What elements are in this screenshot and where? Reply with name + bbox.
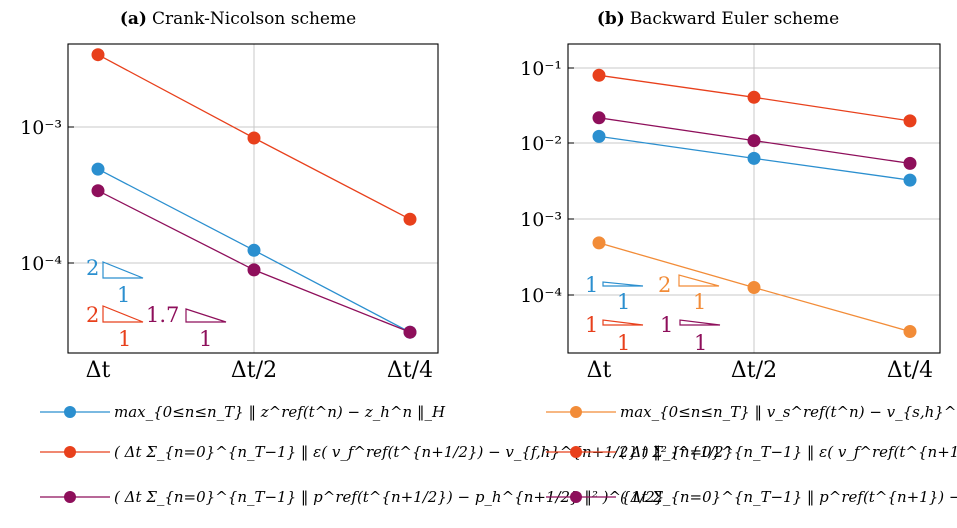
slope-run-label: 1 — [118, 327, 131, 351]
slope-triangle-shape — [602, 319, 644, 326]
panel-b-ytick-label: 10⁻³ — [520, 209, 562, 231]
panel-a-xtick-label: Δt — [86, 358, 111, 383]
panel-b-ytick-label: 10⁻⁴ — [520, 285, 562, 307]
slope-rise-label: 2 — [86, 303, 99, 327]
panel-a-ytick-label: 10⁻³ — [20, 117, 62, 139]
panel-b-xtick-label: Δt/4 — [887, 358, 933, 383]
slope-triangle-b-blue: 1 1 — [585, 273, 644, 314]
legend-marker — [64, 446, 76, 458]
slope-run-label: 1 — [693, 290, 706, 314]
panel-b-ytick-label: 10⁻¹ — [520, 58, 562, 80]
panel-b-data-point-orange — [903, 325, 917, 338]
panel-a-data-point-blue — [91, 162, 105, 176]
slope-run-label: 1 — [117, 283, 130, 307]
slope-run-label: 1 — [694, 331, 707, 355]
panel-a-data-point-red — [247, 131, 261, 145]
slope-rise-label: 1 — [585, 313, 598, 337]
panel-a-axes-box — [67, 43, 439, 354]
panel-b-data-point-blue — [903, 173, 917, 187]
slope-run-label: 1 — [617, 290, 630, 314]
legend-b-entry-orange: max_{0≤n≤n_T} ‖ v_s^ref(t^n) − v_{s,h}^n… — [546, 403, 957, 421]
legend-b-entry-red: ( Δt Σ_{n=0}^{n_T−1} ‖ ε( v_f^ref(t^{n+1… — [546, 443, 957, 461]
slope-triangle-b-purple: 1 1 — [660, 313, 721, 355]
legend-marker — [64, 406, 76, 418]
panel-b-data-point-blue — [747, 151, 761, 165]
panel-a-data-point-blue — [247, 243, 261, 257]
legend-marker — [570, 406, 582, 418]
slope-rise-label: 2 — [658, 273, 671, 297]
slope-triangle-shape — [679, 319, 721, 326]
slope-triangle-shape — [102, 305, 144, 323]
panel-a-series — [91, 48, 417, 339]
panel-b-data-point-purple — [592, 111, 606, 125]
slope-rise-label: 1 — [660, 313, 673, 337]
legend-label: max_{0≤n≤n_T} ‖ v_s^ref(t^n) − v_{s,h}^n… — [620, 403, 957, 421]
panel-b-data-point-purple — [903, 156, 917, 170]
slope-triangle-b-orange: 2 1 — [658, 273, 720, 314]
panel-a-xtick-label: Δt/2 — [231, 358, 277, 383]
panel-b-xtick-label: Δt — [587, 358, 612, 383]
slope-triangle-a-red: 2 1 — [86, 303, 144, 351]
slope-triangle-shape — [678, 274, 720, 287]
legend-label: ( Δt Σ_{n=0}^{n_T−1} ‖ ε( v_f^ref(t^{n+1… — [620, 443, 957, 461]
panel-b-plot: 10⁻¹ 10⁻² 10⁻³ 10⁻⁴ Δt Δt/2 Δt/4 1 1 2 1… — [520, 43, 941, 383]
slope-triangle-shape — [102, 261, 144, 279]
panel-b-data-point-orange — [747, 281, 761, 294]
panel-b-ytick-label: 10⁻² — [520, 133, 562, 155]
slope-triangle-b-red: 1 1 — [585, 313, 644, 355]
legend-label: max_{0≤n≤n_T} ‖ z^ref(t^n) − z_h^n ‖_H — [114, 403, 446, 421]
panel-a-data-point-purple — [403, 325, 417, 339]
panel-b-title: (b) Backward Euler scheme — [597, 9, 839, 29]
panel-a-data-point-red — [91, 48, 105, 62]
legend-label: ( Δt Σ_{n=0}^{n_T−1} ‖ p^ref(t^{n+1/2}) … — [114, 488, 664, 506]
panel-b-data-point-red — [592, 68, 606, 82]
slope-triangle-shape — [185, 308, 227, 323]
panel-a-xtick-label: Δt/4 — [387, 358, 433, 383]
panel-a-data-point-purple — [91, 184, 105, 198]
legend-b: max_{0≤n≤n_T} ‖ v_s^ref(t^n) − v_{s,h}^n… — [546, 403, 957, 506]
panel-a-data-point-red — [403, 212, 417, 226]
legend-marker — [64, 491, 76, 503]
panel-b-data-point-blue — [592, 129, 606, 143]
panel-a-title: (a) Crank-Nicolson scheme — [120, 9, 356, 29]
slope-rise-label: 2 — [86, 256, 99, 280]
panel-b-data-point-orange — [592, 236, 606, 250]
panel-b-xtick-label: Δt/2 — [731, 358, 777, 383]
legend-marker — [570, 446, 582, 458]
legend-label: ( Δt Σ_{n=0}^{n_T−1} ‖ p^ref(t^{n+1}) − … — [620, 488, 957, 506]
slope-run-label: 1 — [617, 331, 630, 355]
legend-marker — [570, 491, 582, 503]
slope-run-label: 1 — [199, 327, 212, 351]
legend-a-entry-purple: ( Δt Σ_{n=0}^{n_T−1} ‖ p^ref(t^{n+1/2}) … — [40, 488, 664, 506]
slope-triangle-a-blue: 2 1 — [86, 256, 144, 307]
panel-b-data-point-red — [903, 114, 917, 128]
slope-triangle-a-purple: 1.7 1 — [146, 303, 227, 351]
panel-a-data-point-purple — [247, 263, 261, 277]
panel-b-series — [592, 68, 917, 338]
legend-b-entry-purple: ( Δt Σ_{n=0}^{n_T−1} ‖ p^ref(t^{n+1}) − … — [546, 488, 957, 506]
panel-b-data-point-purple — [747, 134, 761, 148]
panel-b-data-point-red — [747, 90, 761, 104]
legend-a-entry-blue: max_{0≤n≤n_T} ‖ z^ref(t^n) − z_h^n ‖_H — [40, 403, 446, 421]
slope-rise-label: 1 — [585, 273, 598, 297]
slope-rise-label: 1.7 — [146, 303, 179, 327]
panel-b-axes-box — [567, 43, 941, 354]
slope-triangle-shape — [602, 281, 644, 287]
panel-a-plot: 10⁻³ 10⁻⁴ Δt Δt/2 Δt/4 2 1 2 1 1.7 1 — [20, 43, 439, 383]
panel-a-ytick-label: 10⁻⁴ — [20, 253, 62, 275]
